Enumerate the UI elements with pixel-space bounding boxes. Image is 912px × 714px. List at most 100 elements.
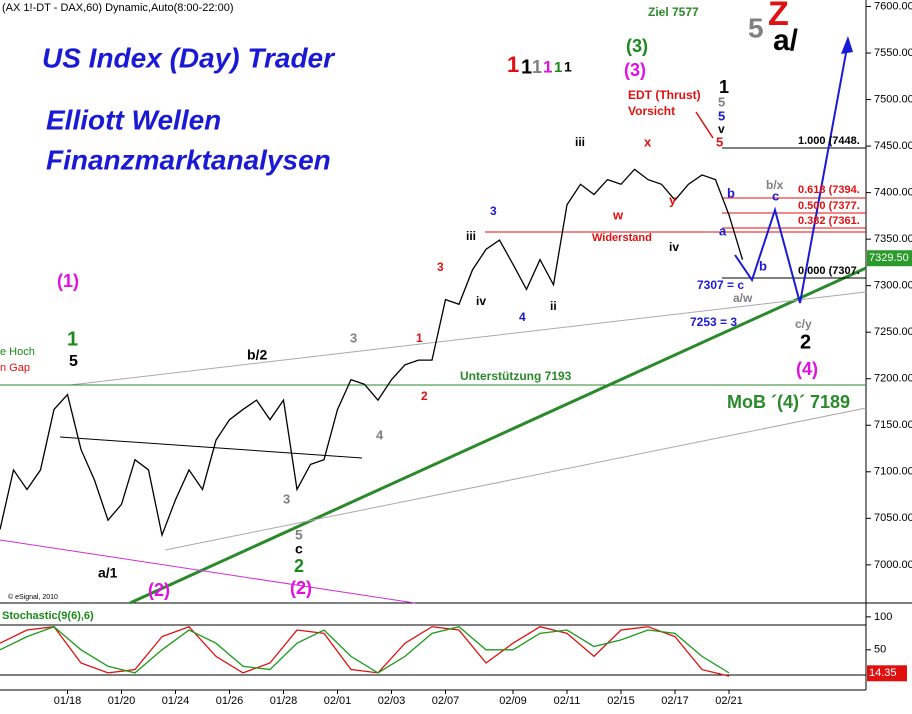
y-tick-label: 7500.00 — [874, 93, 912, 105]
annotation: (2) — [148, 580, 170, 600]
x-tick-label: 01/20 — [108, 695, 136, 707]
annotation: Unterstützung 7193 — [460, 369, 572, 383]
annotation: US Index (Day) Trader — [42, 42, 336, 73]
annotation: 3 — [490, 204, 497, 218]
last-price-label: 7329.50 — [869, 252, 909, 264]
annotation: w — [612, 207, 624, 222]
annotation: 5 — [295, 527, 303, 543]
annotation: 3 — [283, 491, 290, 506]
annotation: © eSignal, 2010 — [8, 593, 58, 601]
annotation: Elliott Wellen — [46, 104, 221, 135]
annotation: 5 — [748, 12, 764, 43]
annotation: iii — [575, 135, 585, 149]
annotation: 2 — [421, 389, 428, 403]
annotation: 4 — [519, 310, 526, 324]
neckline — [59, 436, 363, 459]
annotation: iii — [466, 229, 476, 243]
annotation: a — [719, 223, 727, 238]
last-stoch-label: 14.35 — [869, 667, 897, 679]
channel-line — [0, 539, 416, 604]
annotation: Finanzmarktanalysen — [46, 144, 331, 175]
annotation: 7253 = 3 — [690, 315, 737, 329]
x-tick-label: 01/28 — [270, 695, 298, 707]
x-tick-label: 01/26 — [216, 695, 244, 707]
annotation: EDT (Thrust) — [628, 88, 701, 102]
x-tick-label: 02/15 — [607, 695, 635, 707]
x-tick-label: 02/01 — [324, 695, 352, 707]
annotation: iv — [669, 240, 679, 254]
x-tick-label: 02/17 — [661, 695, 689, 707]
annotation: y — [669, 192, 677, 207]
annotation: 3 — [437, 260, 444, 274]
annotation: Stochastic(9(6),6) — [2, 610, 94, 622]
y-tick-label: 100 — [874, 611, 892, 623]
annotation: b — [759, 258, 767, 273]
projection-path — [734, 41, 849, 304]
annotation: a/ — [773, 24, 799, 57]
y-tick-label: 7150.00 — [874, 419, 912, 431]
x-tick-label: 01/24 — [162, 695, 190, 707]
annotation: (4) — [796, 359, 818, 379]
annotation: (2) — [290, 578, 312, 598]
y-tick-label: 7200.00 — [874, 373, 912, 385]
annotation: a/1 — [98, 565, 118, 581]
y-tick-label: 7550.00 — [874, 47, 912, 59]
annotation: 1 — [507, 52, 519, 77]
y-tick-label: 7400.00 — [874, 187, 912, 199]
y-tick-label: 7250.00 — [874, 326, 912, 338]
annotation: 3 — [350, 330, 357, 345]
x-tick-label: 02/07 — [432, 695, 460, 707]
channel-line — [69, 291, 867, 386]
x-tick-label: 02/11 — [554, 695, 581, 707]
annotation: ii — [550, 299, 557, 313]
annotation: e Hoch — [0, 346, 35, 358]
last-stoch-tag — [867, 665, 907, 682]
annotation: c — [772, 188, 779, 203]
annotation: a/w — [733, 291, 753, 305]
x-tick-label: 01/18 — [54, 695, 82, 707]
annotation: (1) — [57, 271, 79, 291]
y-tick-label: 7600.00 — [874, 0, 912, 12]
annotation: 5 — [718, 94, 725, 109]
y-tick-label: 7050.00 — [874, 512, 912, 524]
price-line — [0, 168, 744, 538]
annotation: c — [295, 541, 303, 557]
annotation: b — [727, 185, 735, 200]
annotation: n Gap — [0, 362, 30, 374]
y-tick-label: 7350.00 — [874, 233, 912, 245]
annotation: Ziel 7577 — [648, 5, 699, 19]
annotation: b/2 — [247, 347, 267, 363]
trend-line — [129, 266, 867, 605]
warning-arrow — [695, 111, 714, 139]
annotation: 4 — [376, 427, 384, 442]
x-tick-label: 02/03 — [378, 695, 406, 707]
channel-line — [164, 407, 867, 551]
chart-header: (AX 1!-DT - DAX,60) Dynamic,Auto(8:00-22… — [2, 2, 234, 14]
y-tick-label: 7100.00 — [874, 466, 912, 478]
projection-arrow — [841, 36, 853, 54]
annotation: c/y — [795, 317, 812, 331]
annotation: 1 — [521, 56, 532, 78]
annotation: MoB ´(4)´ 7189 — [727, 392, 850, 412]
annotation: x — [644, 134, 652, 149]
annotation: 1 — [67, 328, 78, 350]
annotation: 5 — [716, 134, 723, 149]
y-tick-label: 7300.00 — [874, 280, 912, 292]
annotation: 1 — [564, 59, 572, 75]
x-tick-label: 02/21 — [715, 695, 743, 707]
annotation: 0.618 (7394. — [798, 184, 860, 196]
y-tick-label: 7450.00 — [874, 140, 912, 152]
annotation: 1 — [416, 331, 423, 345]
annotation: 1.000 (7448. — [798, 135, 860, 147]
annotation: (3) — [626, 36, 648, 56]
annotation: v — [718, 122, 725, 136]
annotation: 5 — [718, 108, 725, 123]
annotation: 1 — [554, 59, 562, 76]
annotation: 1 — [719, 77, 729, 97]
x-tick-label: 02/09 — [499, 695, 527, 707]
annotation: (3) — [624, 60, 646, 80]
y-tick-label: 7000.00 — [874, 559, 912, 571]
annotation: 0.500 (7377. — [798, 200, 860, 212]
